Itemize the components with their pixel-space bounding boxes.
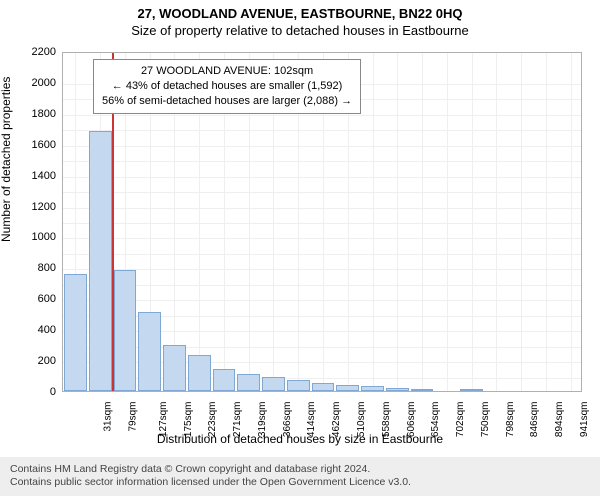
histogram-bar — [237, 374, 260, 391]
gridline-v — [546, 53, 547, 391]
gridline-h — [63, 238, 581, 239]
info-line-2: ← 43% of detached houses are smaller (1,… — [102, 79, 352, 94]
histogram-bar — [361, 386, 384, 391]
info-box: 27 WOODLAND AVENUE: 102sqm ← 43% of deta… — [93, 59, 361, 114]
gridline-v — [472, 53, 473, 391]
gridline-h-minor — [63, 192, 581, 193]
histogram-bar — [287, 380, 310, 391]
y-axis-ticks: 0200400600800100012001400160018002000220… — [28, 52, 58, 392]
footer-line-2: Contains public sector information licen… — [10, 476, 590, 490]
chart-container: Number of detached properties 0 200 400 600… — [0, 42, 600, 442]
x-tick-label: 79sqm — [128, 402, 139, 432]
gridline-h — [63, 269, 581, 270]
gridline-v — [397, 53, 398, 391]
page-title: 27, WOODLAND AVENUE, EASTBOURNE, BN22 0H… — [0, 0, 600, 21]
histogram-bar — [460, 389, 483, 391]
gridline-h-minor — [63, 223, 581, 224]
y-tick-label: 400 — [26, 324, 56, 336]
info-line-1: 27 WOODLAND AVENUE: 102sqm — [102, 64, 352, 79]
histogram-bar — [188, 355, 211, 391]
histogram-bar — [336, 385, 359, 391]
gridline-h-minor — [63, 285, 581, 286]
histogram-bar — [386, 388, 409, 391]
gridline-v — [521, 53, 522, 391]
y-tick-label: 1600 — [26, 139, 56, 151]
histogram-bar — [138, 312, 161, 391]
y-tick-label: 0 — [26, 386, 56, 398]
y-tick-label: 1800 — [26, 108, 56, 120]
gridline-v — [373, 53, 374, 391]
footer: Contains HM Land Registry data © Crown c… — [0, 457, 600, 496]
y-tick-label: 600 — [26, 293, 56, 305]
footer-line-1: Contains HM Land Registry data © Crown c… — [10, 463, 590, 477]
y-tick-label: 200 — [26, 355, 56, 367]
y-axis-label: Number of detached properties — [0, 77, 13, 242]
histogram-bar — [312, 383, 335, 391]
gridline-v — [496, 53, 497, 391]
gridline-h — [63, 115, 581, 116]
gridline-h-minor — [63, 161, 581, 162]
x-tick-label: 31sqm — [103, 402, 114, 432]
histogram-bar — [89, 131, 112, 391]
histogram-bar — [213, 369, 236, 391]
histogram-bar — [64, 274, 87, 391]
y-tick-label: 1400 — [26, 170, 56, 182]
histogram-bar — [163, 345, 186, 391]
y-tick-label: 1000 — [26, 231, 56, 243]
y-tick-label: 800 — [26, 262, 56, 274]
y-tick-label: 2000 — [26, 77, 56, 89]
gridline-h — [63, 300, 581, 301]
gridline-h — [63, 177, 581, 178]
histogram-bar — [262, 377, 285, 391]
histogram-bar — [114, 270, 137, 391]
info-line-3: 56% of semi-detached houses are larger (… — [102, 94, 352, 109]
gridline-h — [63, 146, 581, 147]
gridline-h-minor — [63, 130, 581, 131]
y-tick-label: 2200 — [26, 46, 56, 58]
histogram-bar — [411, 389, 434, 391]
gridline-h-minor — [63, 254, 581, 255]
y-tick-label: 1200 — [26, 201, 56, 213]
x-axis-label: Distribution of detached houses by size … — [0, 432, 600, 446]
page-subtitle: Size of property relative to detached ho… — [0, 21, 600, 42]
plot-area: 27 WOODLAND AVENUE: 102sqm ← 43% of deta… — [62, 52, 582, 392]
gridline-h — [63, 208, 581, 209]
gridline-v — [422, 53, 423, 391]
gridline-v — [447, 53, 448, 391]
gridline-v — [571, 53, 572, 391]
